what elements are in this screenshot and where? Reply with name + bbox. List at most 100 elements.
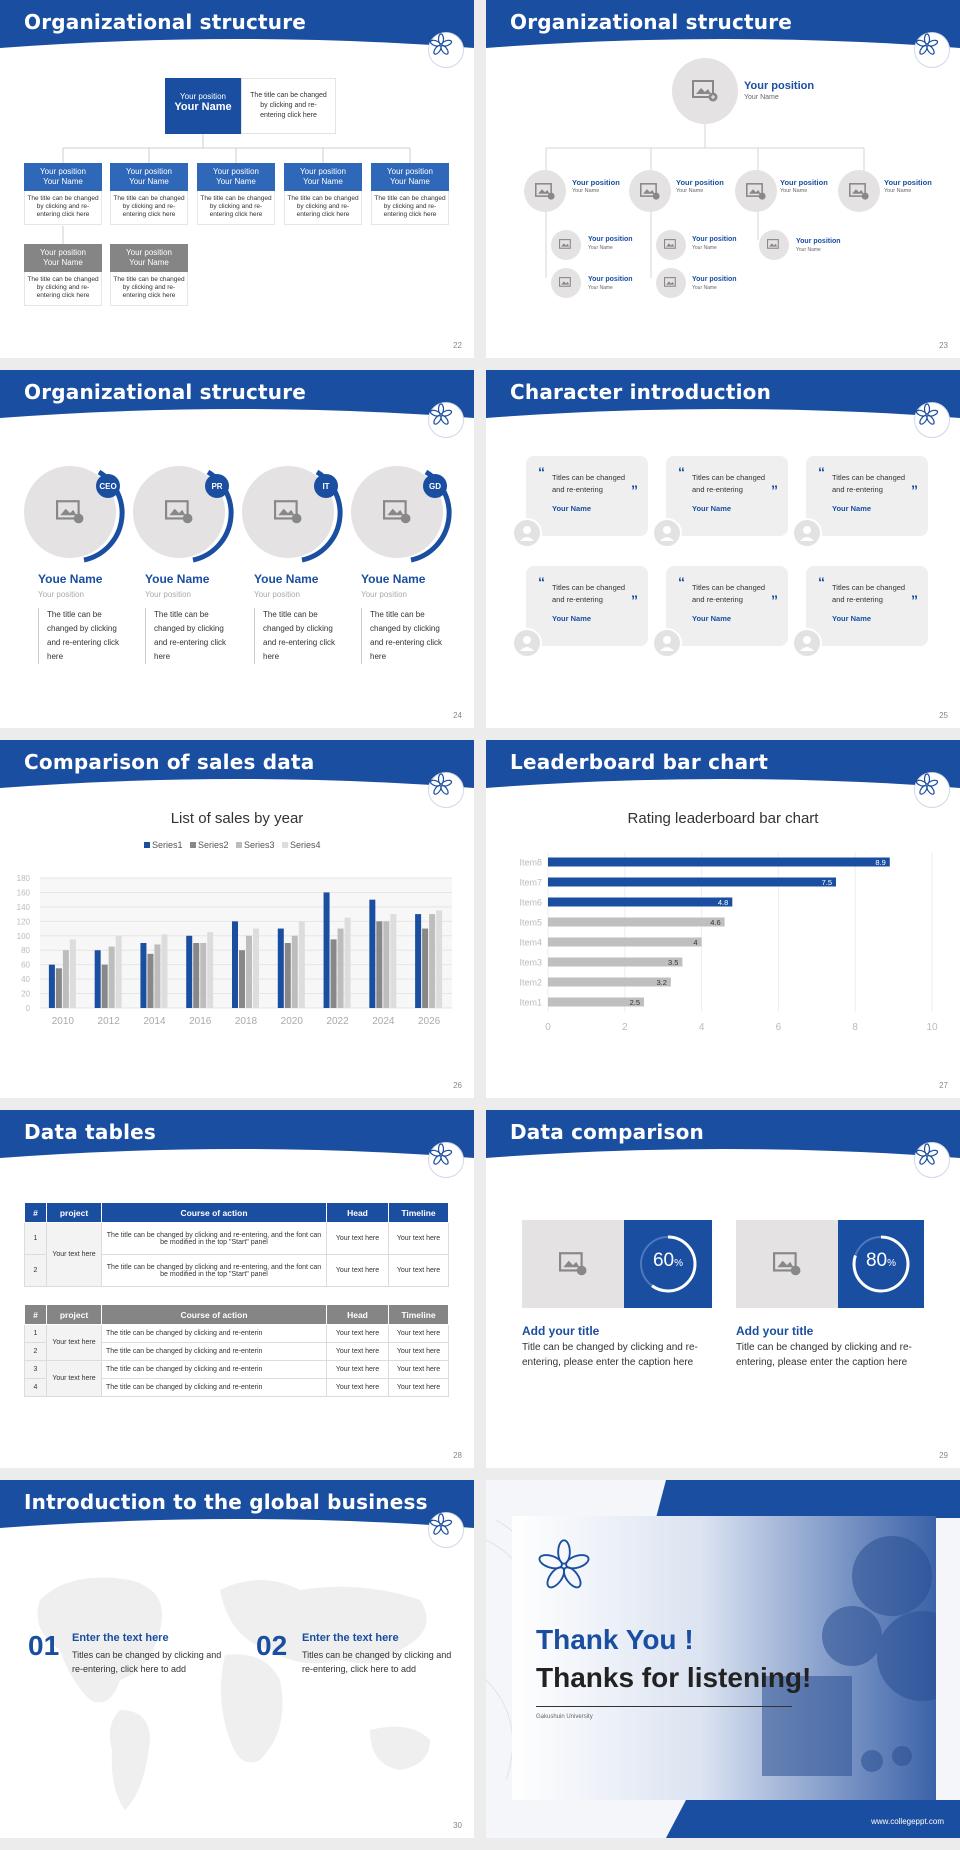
avatar[interactable] bbox=[524, 170, 566, 212]
slide-header: Data comparison bbox=[486, 1110, 960, 1178]
quote-card[interactable]: “ Titles can be changed and re-entering … bbox=[666, 456, 788, 536]
slide-23[interactable]: Organizational structure Your position Y… bbox=[486, 0, 960, 358]
slide-title: Data tables bbox=[24, 1120, 157, 1144]
image-placeholder[interactable] bbox=[736, 1220, 838, 1308]
avatar[interactable] bbox=[672, 58, 738, 124]
image-placeholder-icon bbox=[692, 80, 718, 102]
position-label: Your position bbox=[676, 178, 724, 187]
slide-24[interactable]: Organizational structure CEO Youe Name Y… bbox=[0, 370, 474, 728]
position-label: Your position bbox=[572, 178, 620, 187]
avatar bbox=[652, 628, 682, 658]
table-row: 1 Your text here The title can be change… bbox=[24, 1324, 449, 1361]
y-tick-label: 180 bbox=[17, 874, 31, 883]
image-placeholder-icon bbox=[535, 182, 555, 200]
column-header: Head bbox=[326, 1202, 389, 1223]
person-desc: The title can be changed by clicking and… bbox=[254, 608, 336, 664]
data-label: 8.9 bbox=[875, 858, 885, 867]
x-tick-label: 2026 bbox=[418, 1016, 441, 1027]
bar bbox=[548, 877, 836, 887]
data-label: 4.6 bbox=[710, 918, 720, 927]
legend-label: Series1 bbox=[152, 840, 183, 850]
timeline-cell: Your text here bbox=[388, 1360, 449, 1379]
percent-value: 80 bbox=[865, 1250, 888, 1271]
flower-logo-icon bbox=[428, 1142, 464, 1178]
position-box[interactable]: Your position Your Name bbox=[110, 163, 188, 191]
name-label: Your Name bbox=[692, 285, 717, 291]
position-label: Your position bbox=[40, 167, 86, 176]
quote-card[interactable]: “ Titles can be changed and re-entering … bbox=[526, 566, 648, 646]
name-label: Your Name bbox=[676, 188, 704, 194]
open-quote-icon: “ bbox=[678, 464, 685, 480]
bar bbox=[253, 928, 259, 1008]
slide-29[interactable]: Data comparison 60% Add your title Title… bbox=[486, 1110, 960, 1468]
campus-photo bbox=[512, 1516, 936, 1800]
column-header: Head bbox=[326, 1304, 389, 1325]
person-card[interactable]: GD bbox=[351, 466, 452, 563]
bar bbox=[232, 921, 238, 1008]
quote-card[interactable]: “ Titles can be changed and re-entering … bbox=[526, 456, 648, 536]
person-name: Youe Name bbox=[361, 572, 426, 586]
slide-22[interactable]: Organizational structure Your position Y… bbox=[0, 0, 474, 358]
avatar bbox=[792, 628, 822, 658]
x-tick-label: 2 bbox=[622, 1022, 628, 1033]
slide-title: Introduction to the global business bbox=[24, 1490, 428, 1514]
person-name: Youe Name bbox=[254, 572, 319, 586]
slide-header: Character introduction bbox=[486, 370, 960, 438]
person-card[interactable]: PR bbox=[133, 466, 234, 563]
person-position: Your position bbox=[361, 590, 407, 599]
avatar[interactable] bbox=[551, 268, 581, 298]
bar bbox=[422, 928, 429, 1008]
quote-card[interactable]: “ Titles can be changed and re-entering … bbox=[666, 566, 788, 646]
slide-title: Comparison of sales data bbox=[24, 750, 315, 774]
chart-title: Rating leaderboard bar chart bbox=[627, 810, 819, 827]
table-row: 3 Your text here The title can be change… bbox=[24, 1360, 449, 1397]
position-box[interactable]: Your position Your Name bbox=[24, 163, 102, 191]
quote-card[interactable]: “ Titles can be changed and re-entering … bbox=[806, 566, 928, 646]
avatar[interactable] bbox=[656, 230, 686, 260]
user-icon bbox=[660, 526, 674, 541]
position-box[interactable]: Your position Your Name bbox=[284, 163, 362, 191]
position-box[interactable]: Your position Your Name bbox=[110, 244, 188, 272]
avatar[interactable] bbox=[629, 170, 671, 212]
avatar[interactable] bbox=[759, 230, 789, 260]
position-box[interactable]: Your position Your Name bbox=[371, 163, 449, 191]
avatar[interactable] bbox=[735, 170, 777, 212]
slide-27[interactable]: Leaderboard bar chart Rating leaderboard… bbox=[486, 740, 960, 1098]
person-card[interactable]: CEO bbox=[24, 466, 125, 563]
quote-card[interactable]: “ Titles can be changed and re-entering … bbox=[806, 456, 928, 536]
slide-30[interactable]: Introduction to the global business 01 E… bbox=[0, 1480, 474, 1838]
slide-25[interactable]: Character introduction “ Titles can be c… bbox=[486, 370, 960, 728]
image-placeholder-icon bbox=[383, 500, 411, 524]
slide-31[interactable]: Thank You ! Thanks for listening! Gakush… bbox=[486, 1480, 960, 1838]
slide-28[interactable]: Data tables # project Course of action H… bbox=[0, 1110, 474, 1468]
close-quote-icon: ” bbox=[911, 482, 918, 498]
image-placeholder-icon bbox=[165, 500, 193, 524]
user-icon bbox=[800, 526, 814, 541]
avatar[interactable] bbox=[656, 268, 686, 298]
percent-arc bbox=[639, 1235, 697, 1293]
position-box[interactable]: Your position Your Name bbox=[197, 163, 275, 191]
name-label: Your Name bbox=[884, 188, 912, 194]
person-card[interactable]: IT bbox=[242, 466, 343, 563]
avatar[interactable] bbox=[838, 170, 880, 212]
data-label: 3.2 bbox=[656, 978, 666, 987]
card-text: Titles can be changed and re-entering bbox=[552, 473, 626, 494]
top-desc: The title can be changed by clicking and… bbox=[241, 78, 336, 134]
person-desc: The title can be changed by clicking and… bbox=[38, 608, 120, 664]
image-placeholder[interactable] bbox=[522, 1220, 624, 1308]
position-desc: The title can be changed by clicking and… bbox=[110, 191, 188, 225]
percent-arc bbox=[852, 1235, 910, 1293]
column-header: Timeline bbox=[388, 1202, 449, 1223]
table-header-row: # project Course of action Head Timeline bbox=[24, 1304, 449, 1325]
slide-26[interactable]: Comparison of sales data List of sales b… bbox=[0, 740, 474, 1098]
position-label: Your position bbox=[796, 238, 841, 245]
university-name: Gakushuin University bbox=[536, 1714, 593, 1720]
bar bbox=[548, 897, 733, 907]
position-box[interactable]: Your position Your Name bbox=[24, 244, 102, 272]
action-cell: The title can be changed by clicking and… bbox=[101, 1342, 327, 1361]
close-quote-icon: ” bbox=[771, 592, 778, 608]
top-position-box[interactable]: Your position Your Name bbox=[165, 78, 241, 134]
card-text: Titles can be changed and re-entering bbox=[832, 473, 906, 494]
avatar[interactable] bbox=[551, 230, 581, 260]
flower-logo-icon bbox=[914, 1142, 950, 1178]
